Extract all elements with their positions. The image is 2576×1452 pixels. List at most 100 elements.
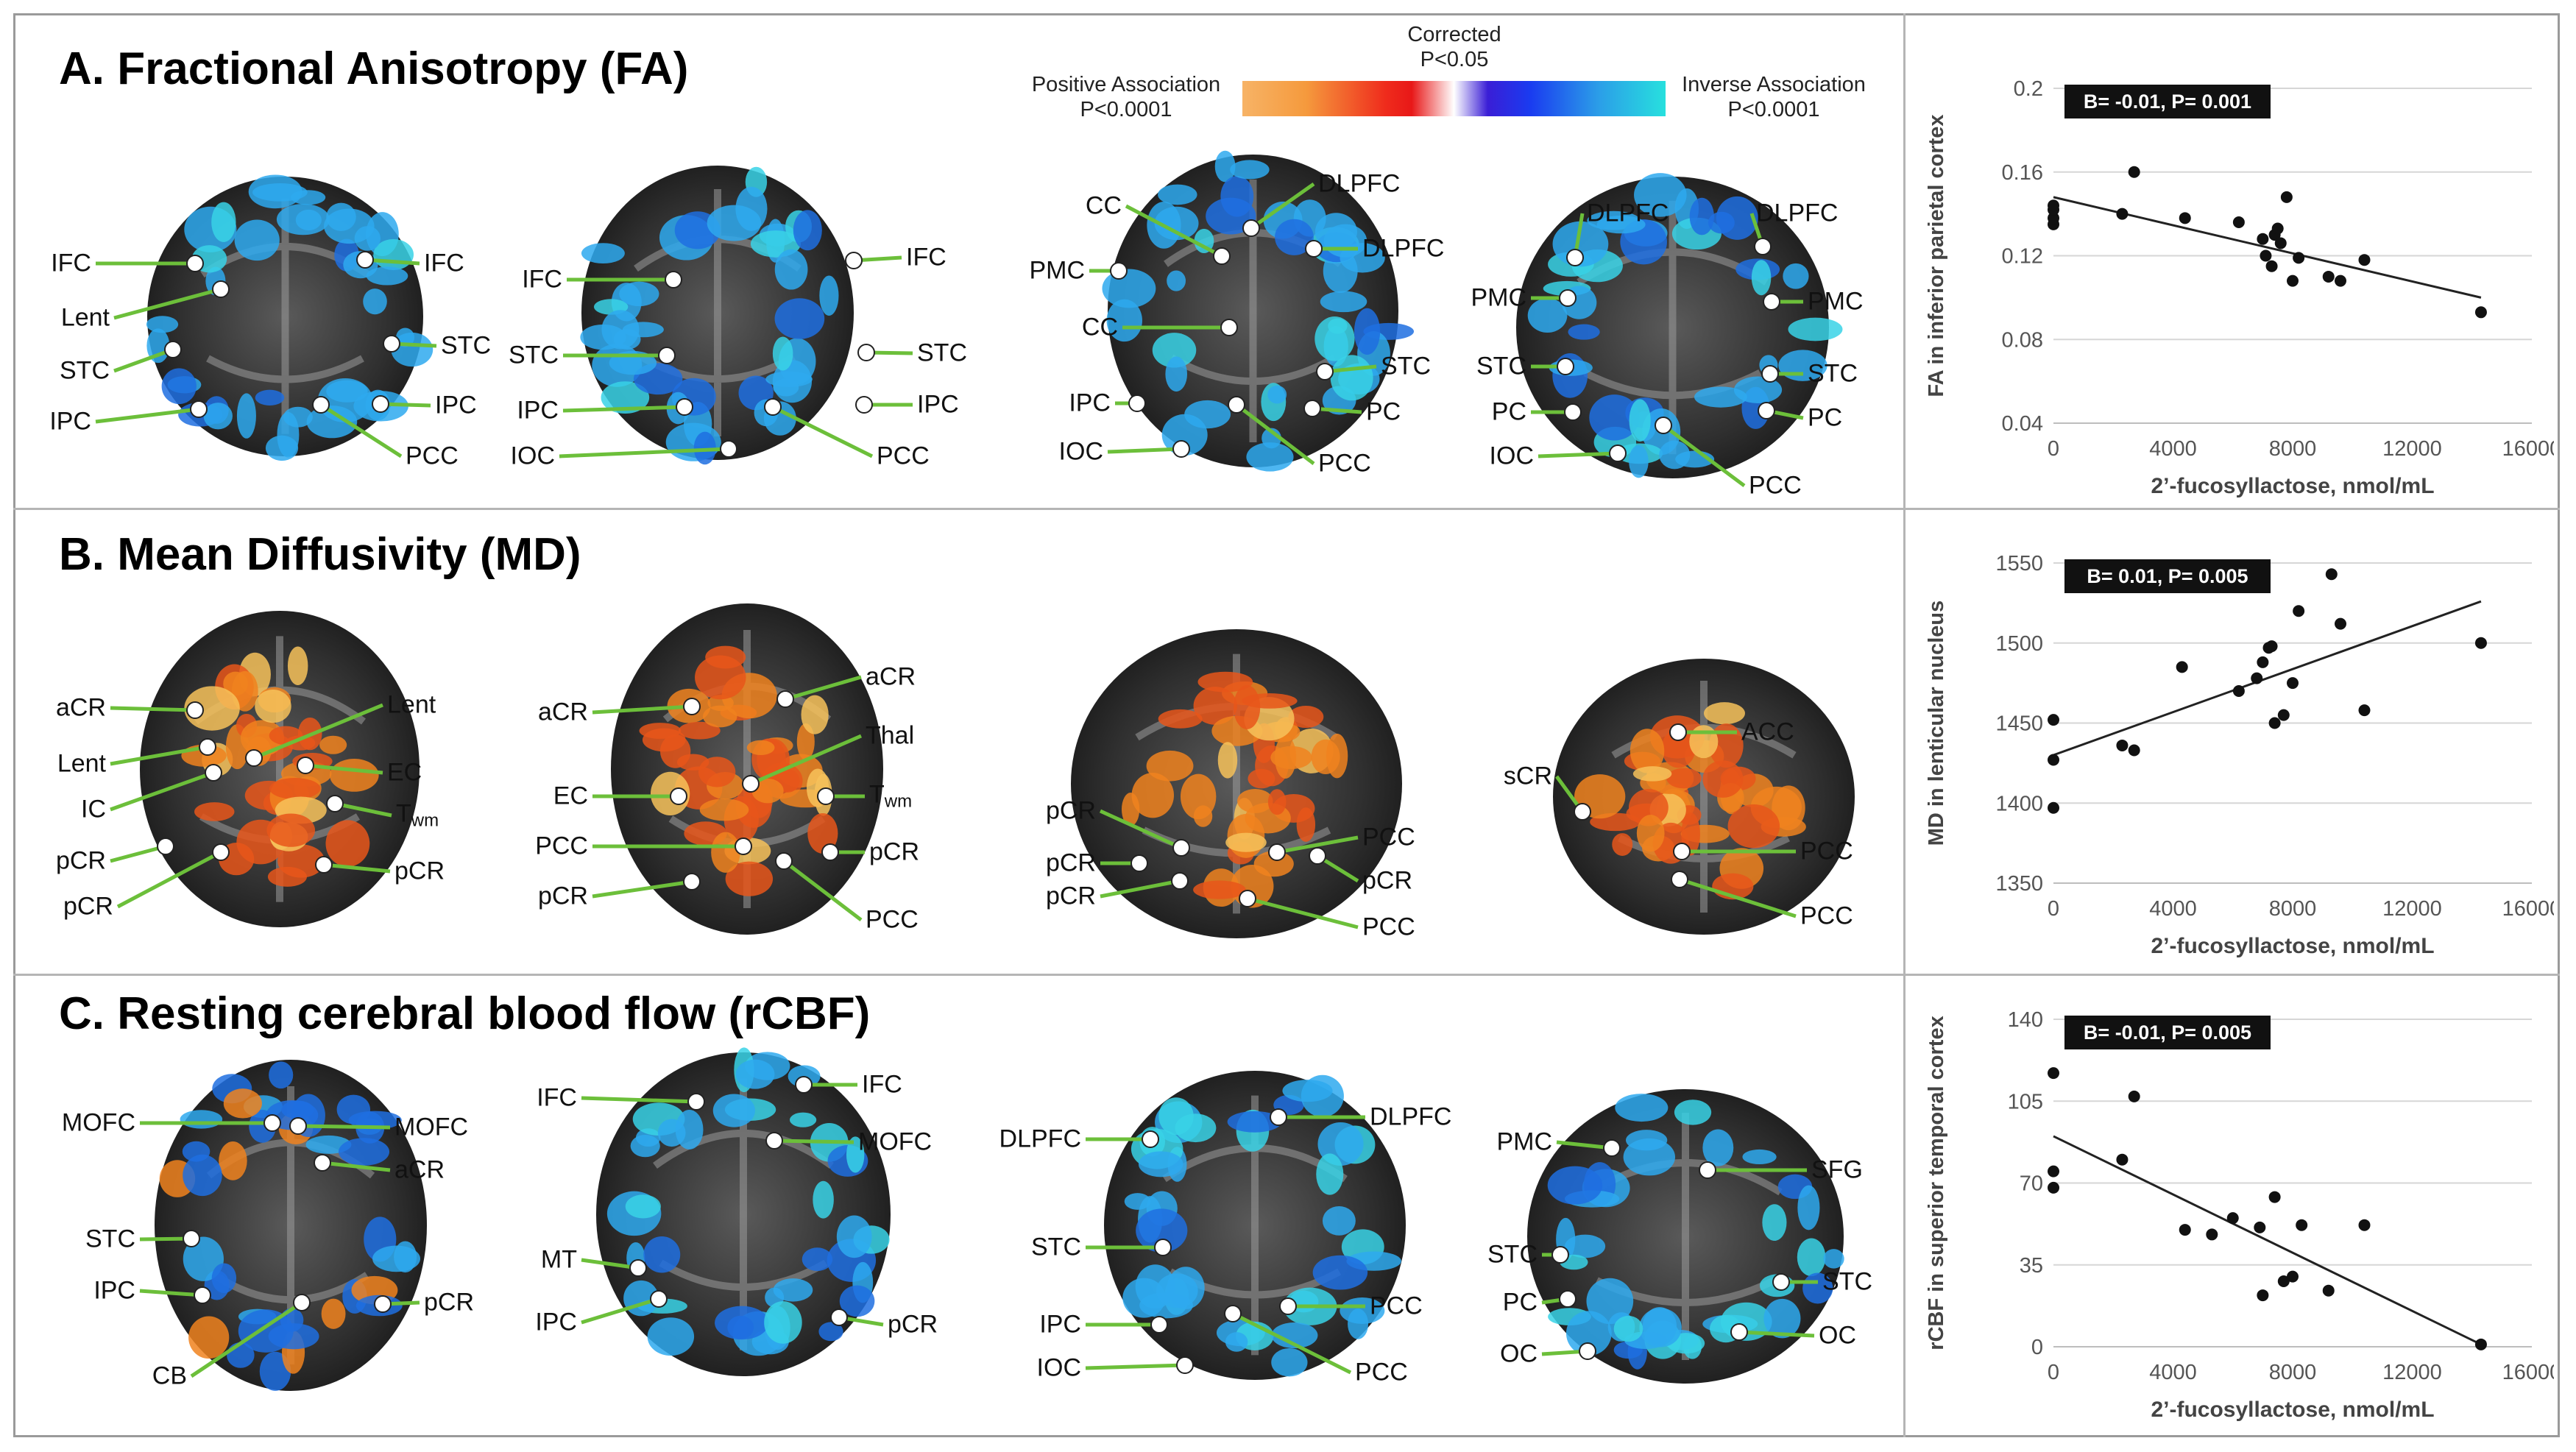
region-marker xyxy=(735,837,752,855)
label-leader-line xyxy=(1099,809,1183,850)
region-label: PCC xyxy=(866,905,919,934)
y-axis-title: MD in lenticular nucleus xyxy=(1925,601,1948,846)
data-point xyxy=(2179,1224,2191,1236)
region-marker xyxy=(1655,417,1672,434)
region-label: IPC xyxy=(49,407,91,436)
stat-text: B= -0.01, P= 0.005 xyxy=(2084,1021,2251,1044)
y-tick-label: 1400 xyxy=(1995,792,2043,815)
region-marker xyxy=(186,255,204,272)
region-label: STC xyxy=(1822,1267,1872,1296)
x-tick-label: 4000 xyxy=(2149,437,2197,461)
data-point xyxy=(2048,1165,2059,1177)
region-marker xyxy=(795,1076,813,1094)
region-marker xyxy=(1213,247,1231,265)
region-label: pCR xyxy=(63,892,113,921)
region-marker xyxy=(687,1093,705,1111)
region-label: IPC xyxy=(1069,389,1111,417)
data-point xyxy=(2048,754,2059,766)
region-label: pCR xyxy=(888,1310,938,1339)
legend-inverse-line2: P<0.0001 xyxy=(1727,98,1820,121)
brain-slice-image xyxy=(581,1047,891,1376)
label-leader-line xyxy=(1662,423,1746,488)
label-leader-line xyxy=(297,1124,391,1130)
y-axis-title: FA in inferior parietal cortex xyxy=(1925,114,1948,397)
region-marker xyxy=(1671,871,1688,888)
region-label: aCR xyxy=(55,693,106,722)
label-leader-line xyxy=(1247,896,1359,929)
panel-b-title: B. Mean Diffusivity (MD) xyxy=(59,529,581,580)
region-label: IFC xyxy=(906,243,946,272)
data-point xyxy=(2232,216,2245,228)
region-label: MOFC xyxy=(61,1108,135,1137)
brain-slice-image xyxy=(1085,1071,1406,1380)
label-leader-line xyxy=(323,863,391,874)
legend-corrected: Corrected P<0.05 xyxy=(1384,22,1525,72)
data-point xyxy=(2257,233,2269,245)
y-tick-label: 35 xyxy=(2020,1254,2043,1278)
label-leader-line xyxy=(319,403,403,458)
data-point xyxy=(2265,640,2278,653)
region-marker xyxy=(776,690,794,708)
region-marker xyxy=(658,347,676,364)
region-label: DLPFC xyxy=(1362,234,1445,263)
stat-text: B= -0.01, P= 0.001 xyxy=(2084,91,2251,113)
region-marker xyxy=(1609,445,1627,462)
x-axis-title: 2’-fucosyllactose, nmol/mL xyxy=(2151,474,2434,498)
region-label: IC xyxy=(81,795,106,824)
y-tick-label: 140 xyxy=(2008,1008,2043,1032)
label-leader-line xyxy=(1231,1311,1352,1375)
region-marker xyxy=(1130,854,1148,872)
region-marker xyxy=(1309,847,1326,865)
region-marker xyxy=(245,749,263,767)
label-leader-line xyxy=(139,1289,203,1297)
label-leader-line xyxy=(110,771,214,812)
brain-slice-md-2: aCR aCR Thal EC Twm PCC pCR pCR PCC xyxy=(535,603,919,935)
y-tick-label: 1500 xyxy=(1995,632,2043,656)
brain-slice-rcbf-4: PMC SFG STC STC PC OC OC xyxy=(1487,1089,1872,1384)
region-marker xyxy=(1239,890,1256,907)
x-tick-label: 12000 xyxy=(2382,897,2442,921)
region-marker xyxy=(830,1308,848,1326)
brain-slice-fa-4: DLPFC DLPFC PMC PMC STC STC PC PC IOC PCC xyxy=(1471,173,1864,500)
brain-slice-image xyxy=(592,603,883,935)
region-label: PCC xyxy=(406,442,459,470)
region-marker xyxy=(1242,219,1260,237)
x-tick-label: 0 xyxy=(2048,1361,2059,1384)
region-label: pCR xyxy=(1045,882,1096,910)
region-marker xyxy=(1142,1130,1159,1148)
region-marker xyxy=(1220,319,1238,336)
label-leader-line xyxy=(322,1161,391,1172)
scatter-plot-rcbf: 0 35 70 105 140 0 4000 8000 12000 16000 2’-fucosyl… xyxy=(1925,1008,2554,1422)
region-marker xyxy=(1176,1356,1194,1374)
x-tick-label: 4000 xyxy=(2149,897,2197,921)
region-marker xyxy=(775,852,793,870)
data-point xyxy=(2128,744,2140,757)
label-leader-line xyxy=(364,258,420,266)
label-leader-line xyxy=(1276,835,1359,854)
x-tick-label: 8000 xyxy=(2269,437,2317,461)
region-marker xyxy=(1557,358,1574,375)
region-label: Lent xyxy=(57,749,106,778)
data-point xyxy=(2322,1284,2335,1297)
region-marker xyxy=(1224,1305,1242,1322)
region-marker xyxy=(845,252,863,269)
label-leader-line xyxy=(1250,182,1315,230)
region-label: STC xyxy=(85,1225,135,1253)
region-marker xyxy=(183,1230,200,1247)
data-point xyxy=(2128,166,2140,178)
region-marker xyxy=(1316,363,1334,380)
y-tick-label: 1550 xyxy=(1995,552,2043,576)
region-label: aCR xyxy=(394,1155,445,1184)
region-label: pCR xyxy=(1045,796,1096,825)
data-point xyxy=(2048,212,2059,224)
region-label: PC xyxy=(1808,403,1843,432)
data-point xyxy=(2265,260,2278,272)
region-marker xyxy=(374,1295,392,1313)
data-point xyxy=(2268,1191,2281,1203)
region-label: Twm xyxy=(396,799,439,831)
region-label: pCR xyxy=(1045,849,1096,877)
data-point xyxy=(2296,1219,2308,1231)
region-label: IOC xyxy=(510,442,555,470)
region-marker xyxy=(1574,803,1591,821)
region-label: Lent xyxy=(387,690,436,719)
